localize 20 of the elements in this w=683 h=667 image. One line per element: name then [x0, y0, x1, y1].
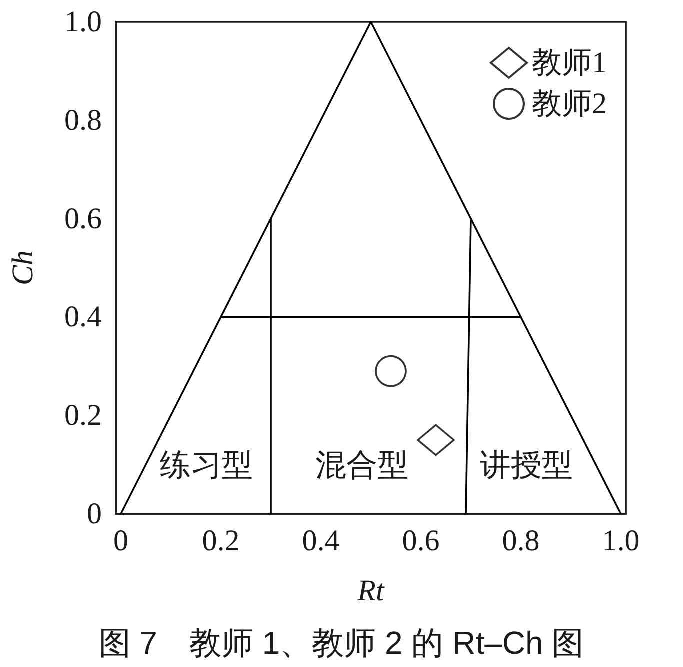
x-axis-title: Rt	[356, 574, 385, 608]
y-tick-label: 0.4	[64, 300, 102, 334]
annotation: 练习型	[160, 447, 253, 482]
annotation: 混合型	[315, 447, 408, 482]
legend-label: 教师2	[532, 88, 607, 120]
y-tick-label: 0.2	[64, 399, 102, 432]
legend-label: 教师1	[532, 46, 607, 80]
x-tick-label: 0	[114, 524, 128, 558]
annotation: 讲授型	[480, 447, 574, 482]
x-tick-label: 0.6	[402, 524, 440, 558]
y-axis-title: Ch	[6, 250, 40, 286]
x-tick-label: 0.2	[202, 524, 240, 558]
caption: 图 7 教师 1、教师 2 的 Rt–Ch 图	[98, 625, 584, 661]
y-tick-label: 0	[87, 498, 102, 530]
y-tick-label: 0.6	[64, 202, 102, 236]
x-tick-label: 0.4	[302, 524, 340, 558]
x-tick-label: 0.8	[502, 524, 540, 558]
x-tick-label: 1.0	[602, 524, 640, 558]
y-tick-label: 1.0	[64, 6, 102, 38]
y-tick-label: 0.8	[64, 104, 102, 137]
